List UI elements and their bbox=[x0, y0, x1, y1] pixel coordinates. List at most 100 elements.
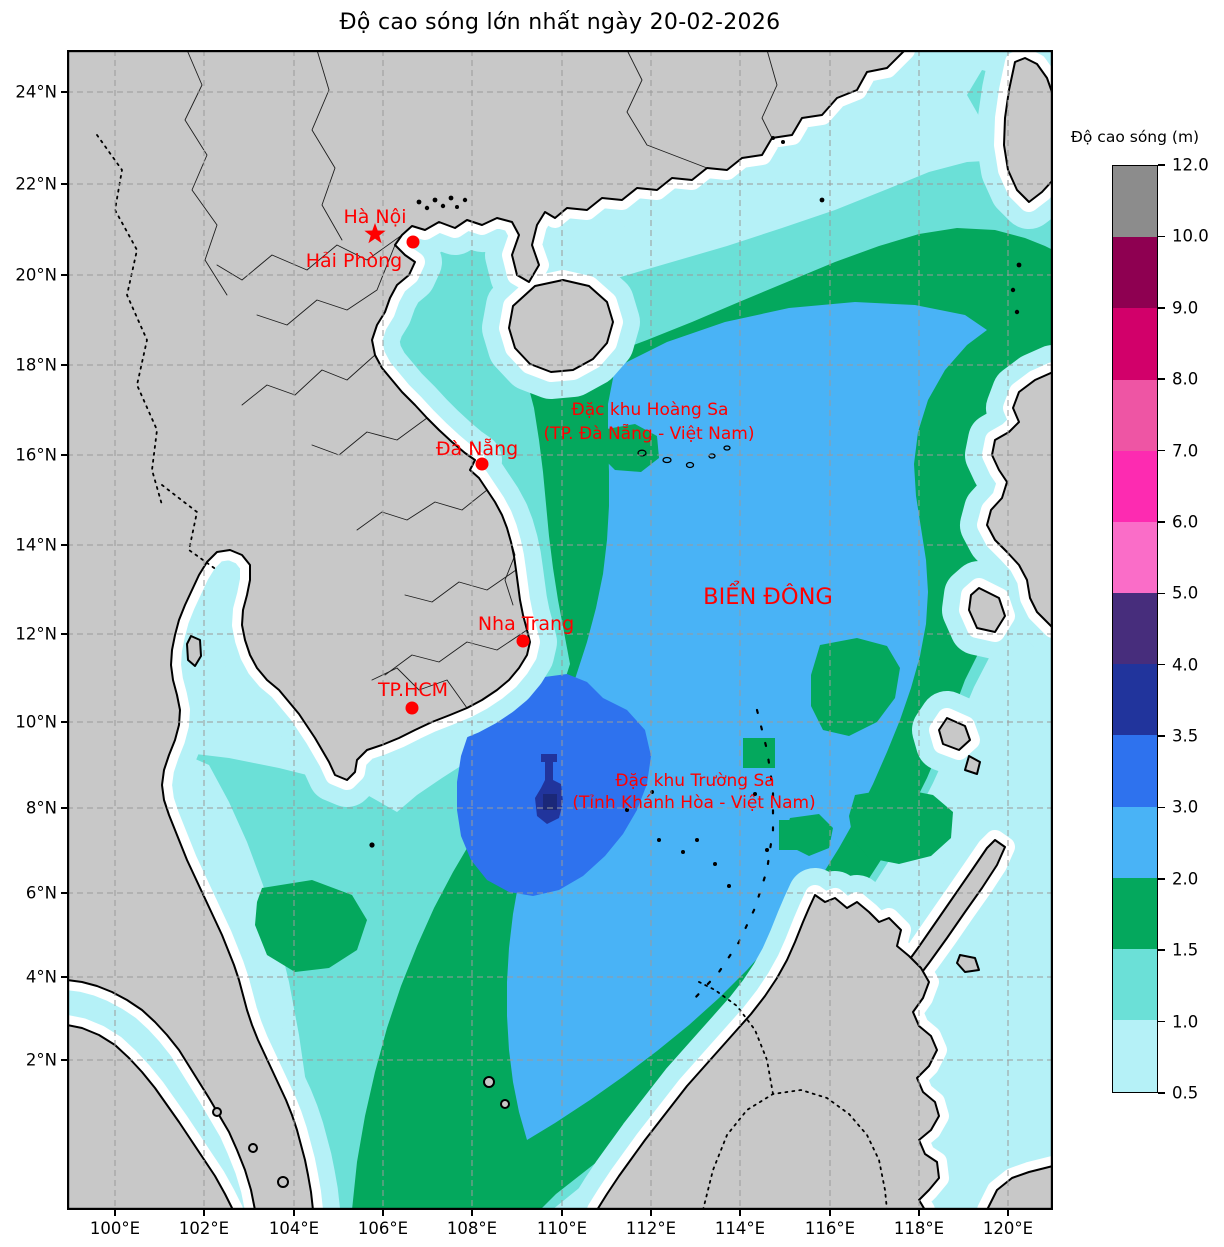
colorbar-tickmark bbox=[1158, 1092, 1165, 1094]
x-tick-label: 116°E bbox=[804, 1219, 856, 1238]
x-tickmark bbox=[1007, 1210, 1009, 1216]
colorbar-tickmark bbox=[1158, 949, 1165, 952]
y-tickmark bbox=[61, 721, 67, 723]
sea-label-truongsa1: Đặc khu Trường Sa bbox=[615, 771, 774, 791]
y-tick-label: 2°N bbox=[25, 1050, 57, 1070]
x-tick-label: 114°E bbox=[714, 1219, 766, 1238]
y-tick-label: 8°N bbox=[25, 798, 57, 818]
colorbar-cell-2.0–3.0 bbox=[1113, 806, 1157, 879]
colorbar-cell-4.0–5.0 bbox=[1113, 593, 1157, 665]
annotations: Hà Nội Hải Phòng Đà Nẵng Nha Trang TP.HC… bbox=[306, 206, 833, 813]
y-tickmark bbox=[61, 544, 67, 546]
border-dotted-west bbox=[96, 134, 163, 506]
colorbar-cell-10.0–12.0 bbox=[1113, 166, 1157, 238]
y-tick-label: 22°N bbox=[15, 174, 57, 194]
sea-label-biendong: BIỂN ĐÔNG bbox=[703, 580, 833, 610]
city-label-nhatrang: Nha Trang bbox=[478, 613, 574, 635]
y-tick-label: 18°N bbox=[15, 355, 57, 375]
sea-label-hoangsa2: (TP. Đà Nẵng - Việt Nam) bbox=[544, 423, 755, 444]
colorbar-tick-label: 5.0 bbox=[1172, 583, 1199, 603]
wave-green-gulf-patch bbox=[255, 880, 367, 972]
land-luzon bbox=[986, 371, 1053, 629]
city-label-hanoi: Hà Nội bbox=[343, 206, 406, 228]
x-tickmark bbox=[650, 1210, 652, 1216]
danang-dot-marker bbox=[475, 457, 489, 471]
colorbar-tickmark bbox=[1158, 592, 1165, 595]
x-tick-label: 106°E bbox=[357, 1219, 409, 1238]
colorbar-tickmark bbox=[1158, 806, 1165, 809]
y-tick-label: 14°N bbox=[15, 535, 57, 555]
colorbar-cell-1.0–1.5 bbox=[1113, 948, 1157, 1021]
x-tick-label: 120°E bbox=[982, 1219, 1034, 1238]
x-tickmark bbox=[829, 1210, 831, 1216]
colorbar-tickmark bbox=[1158, 1020, 1165, 1023]
colorbar-tickmark bbox=[1158, 663, 1165, 666]
colorbar-tick-label: 3.0 bbox=[1172, 797, 1199, 817]
land-natuna1 bbox=[483, 1076, 495, 1088]
haiphong-dot-marker bbox=[406, 235, 420, 249]
colorbar-cell-9.0–10.0 bbox=[1113, 237, 1157, 309]
colorbar bbox=[1112, 165, 1158, 1093]
colorbar-tick-label: 9.0 bbox=[1172, 298, 1199, 318]
colorbar-tickmark bbox=[1158, 306, 1165, 309]
colorbar-tick-label: 12.0 bbox=[1172, 155, 1209, 175]
y-tickmark bbox=[61, 976, 67, 978]
y-tick-label: 6°N bbox=[25, 883, 57, 903]
land-sumatra bbox=[67, 1024, 234, 1210]
colorbar-cell-7.0–8.0 bbox=[1113, 379, 1157, 452]
land-mainland-asia bbox=[67, 50, 906, 1210]
x-tickmark bbox=[918, 1210, 920, 1216]
land-natuna2 bbox=[500, 1099, 510, 1109]
x-tick-label: 118°E bbox=[893, 1219, 945, 1238]
x-tickmark bbox=[561, 1210, 563, 1216]
colorbar-cell-3.0–3.5 bbox=[1113, 735, 1157, 808]
x-tickmark bbox=[114, 1210, 116, 1216]
colorbar-tick-label: 2.0 bbox=[1172, 869, 1199, 889]
y-tickmark bbox=[61, 807, 67, 809]
x-tick-label: 104°E bbox=[268, 1219, 320, 1238]
maritime-dashes bbox=[693, 708, 775, 1000]
colorbar-cell-6.0–7.0 bbox=[1113, 450, 1157, 523]
colorbar-tick-label: 1.5 bbox=[1172, 940, 1199, 960]
y-tickmark bbox=[61, 183, 67, 185]
y-tickmark bbox=[61, 454, 67, 456]
city-label-danang: Đà Nẵng bbox=[436, 437, 518, 460]
colorbar-tickmark bbox=[1158, 521, 1165, 523]
y-tickmark bbox=[61, 91, 67, 93]
x-tick-label: 108°E bbox=[446, 1219, 498, 1238]
x-tickmark bbox=[739, 1210, 741, 1216]
y-tickmark bbox=[61, 364, 67, 366]
graticule bbox=[67, 50, 1053, 1210]
colorbar-tickmark bbox=[1158, 449, 1165, 452]
island-specks bbox=[369, 136, 1022, 888]
colorbar-tick-label: 3.5 bbox=[1172, 726, 1199, 746]
x-tickmark bbox=[293, 1210, 295, 1216]
y-tick-label: 24°N bbox=[15, 82, 57, 102]
colorbar-tick-label: 10.0 bbox=[1172, 226, 1209, 246]
wave-green-patch-spratly1 bbox=[743, 738, 775, 768]
y-tick-label: 10°N bbox=[15, 712, 57, 732]
hanoi-star-marker bbox=[364, 223, 386, 244]
y-tickmark bbox=[61, 892, 67, 894]
x-tick-label: 102°E bbox=[178, 1219, 230, 1238]
wave-green-patch-spratly2 bbox=[779, 820, 801, 850]
border-dotted-borneo-ns bbox=[702, 1089, 888, 1210]
colorbar-tick-label: 1.0 bbox=[1172, 1012, 1199, 1032]
plot-border bbox=[67, 50, 1053, 1210]
land-taiwan bbox=[1003, 57, 1053, 203]
x-tickmark bbox=[203, 1210, 205, 1216]
sea-label-truongsa2: (Tỉnh Khánh Hòa - Việt Nam) bbox=[572, 793, 815, 813]
colorbar-tick-label: 7.0 bbox=[1172, 441, 1199, 461]
city-label-tphcm: TP.HCM bbox=[377, 679, 448, 701]
x-tick-label: 112°E bbox=[625, 1219, 677, 1238]
paracel-islets bbox=[637, 445, 731, 469]
border-dotted-borneo-ew bbox=[694, 979, 774, 1095]
land-busuanga bbox=[938, 717, 971, 751]
x-tick-label: 110°E bbox=[536, 1219, 588, 1238]
x-tickmark bbox=[382, 1210, 384, 1216]
nhatrang-dot-marker bbox=[516, 634, 530, 648]
x-tickmark bbox=[471, 1210, 473, 1216]
land-phu-quoc bbox=[186, 635, 202, 667]
map-plot-area: Hà Nội Hải Phòng Đà Nẵng Nha Trang TP.HC… bbox=[67, 50, 1053, 1210]
colorbar-tickmark bbox=[1158, 378, 1165, 380]
